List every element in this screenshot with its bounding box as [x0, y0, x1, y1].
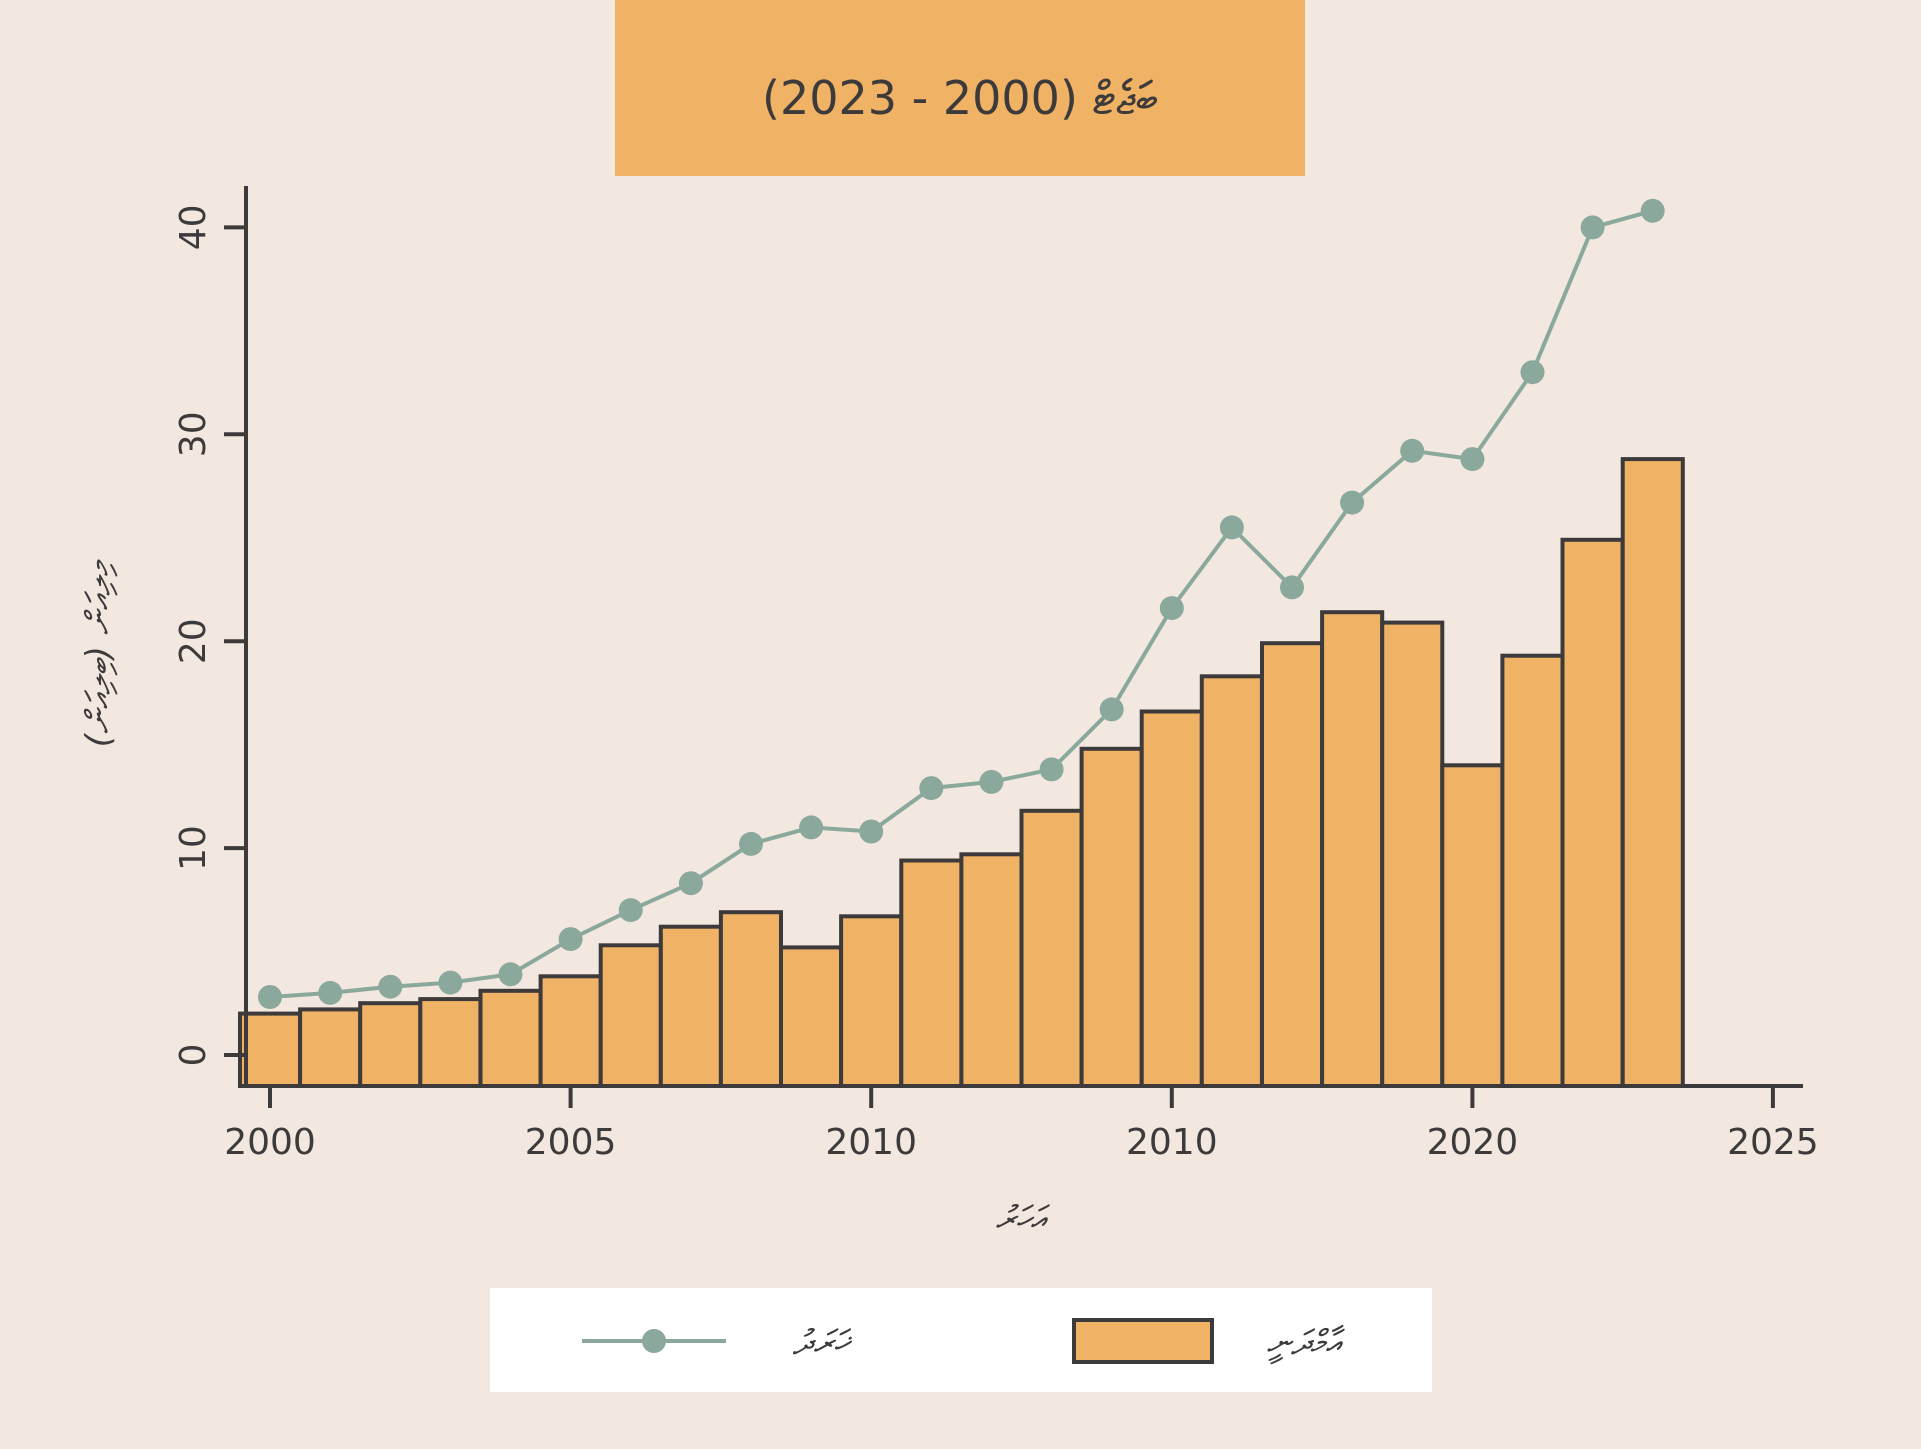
line-point-2005 — [558, 927, 583, 952]
line-point-2016 — [1219, 515, 1244, 540]
line-point-2004 — [498, 962, 523, 987]
bar-2017 — [1260, 641, 1325, 1088]
bar-2019 — [1380, 620, 1445, 1088]
bar-2004 — [478, 988, 543, 1088]
line-point-2002 — [378, 974, 403, 999]
line-point-2021 — [1520, 360, 1545, 385]
bar-2016 — [1199, 674, 1264, 1088]
legend-line-marker — [642, 1329, 666, 1353]
x-axis-ticks: 2000 2005 2010 2010 2020 2025 — [224, 1086, 1819, 1163]
bar-2012 — [959, 852, 1024, 1088]
bar-2021 — [1500, 653, 1565, 1088]
line-point-2019 — [1400, 438, 1425, 463]
x-tick-label: 2005 — [525, 1122, 617, 1163]
y-axis-ticks: 0 10 20 30 40 — [173, 204, 246, 1066]
bar-2023 — [1620, 457, 1685, 1089]
line-point-2001 — [318, 980, 343, 1005]
legend-label-line: ޚަރަދު — [792, 1323, 853, 1363]
bar-series — [238, 457, 1685, 1089]
y-tick-label: 10 — [173, 825, 214, 871]
bar-2002 — [358, 1001, 423, 1089]
bar-2013 — [1019, 808, 1084, 1088]
bar-2018 — [1320, 610, 1385, 1088]
line-point-2011 — [919, 776, 944, 801]
x-axis-title: އަހަރު — [996, 1199, 1051, 1239]
x-tick-label: 2020 — [1427, 1122, 1519, 1163]
line-point-2022 — [1580, 215, 1605, 240]
bar-2009 — [779, 945, 844, 1089]
line-point-2013 — [1039, 757, 1064, 782]
bar-2000 — [238, 1011, 303, 1088]
legend-label-bar: އާމްދަނީ — [1267, 1323, 1346, 1365]
line-point-2010 — [859, 819, 884, 844]
bar-2015 — [1139, 709, 1204, 1088]
bar-2020 — [1440, 763, 1505, 1088]
y-tick-label: 0 — [173, 1044, 214, 1067]
y-axis-title: މިލިއަން (ބިލިއަން) — [79, 559, 119, 748]
legend-bar-swatch — [1072, 1318, 1214, 1364]
line-point-2006 — [618, 898, 643, 923]
x-tick-label: 2010 — [825, 1122, 917, 1163]
x-tick-label: 2025 — [1727, 1122, 1819, 1163]
line-point-2020 — [1460, 447, 1485, 472]
line-point-2015 — [1159, 596, 1184, 621]
bar-2001 — [298, 1007, 363, 1089]
x-tick-label: 2010 — [1126, 1122, 1218, 1163]
legend: ޚަރަދު އާމްދަނީ — [490, 1288, 1432, 1392]
bar-2010 — [839, 914, 904, 1088]
bar-2005 — [538, 974, 603, 1088]
bar-2003 — [418, 997, 483, 1088]
bar-2006 — [598, 943, 663, 1088]
x-tick-label: 2000 — [224, 1122, 316, 1163]
y-tick-label: 20 — [173, 618, 214, 664]
title-box — [615, 0, 1305, 176]
line-point-2008 — [739, 831, 763, 856]
bar-2011 — [899, 858, 964, 1088]
line-point-2007 — [678, 871, 703, 896]
y-tick-label: 40 — [173, 204, 214, 250]
bar-2007 — [658, 924, 723, 1089]
line-point-2018 — [1340, 490, 1365, 515]
y-tick-label: 30 — [173, 411, 214, 457]
line-point-2017 — [1280, 575, 1304, 600]
bar-2014 — [1079, 746, 1144, 1088]
bar-2008 — [718, 910, 784, 1089]
line-point-2012 — [979, 769, 1004, 794]
line-point-2009 — [799, 815, 824, 840]
line-point-2003 — [438, 970, 463, 995]
line-point-2014 — [1099, 697, 1124, 722]
bar-2022 — [1560, 537, 1625, 1088]
line-point-2000 — [258, 985, 282, 1009]
chart-title: ބަޖެޓް (2000 - 2023) — [762, 71, 1158, 125]
line-series — [258, 198, 1665, 1009]
line-point-2023 — [1640, 198, 1665, 223]
